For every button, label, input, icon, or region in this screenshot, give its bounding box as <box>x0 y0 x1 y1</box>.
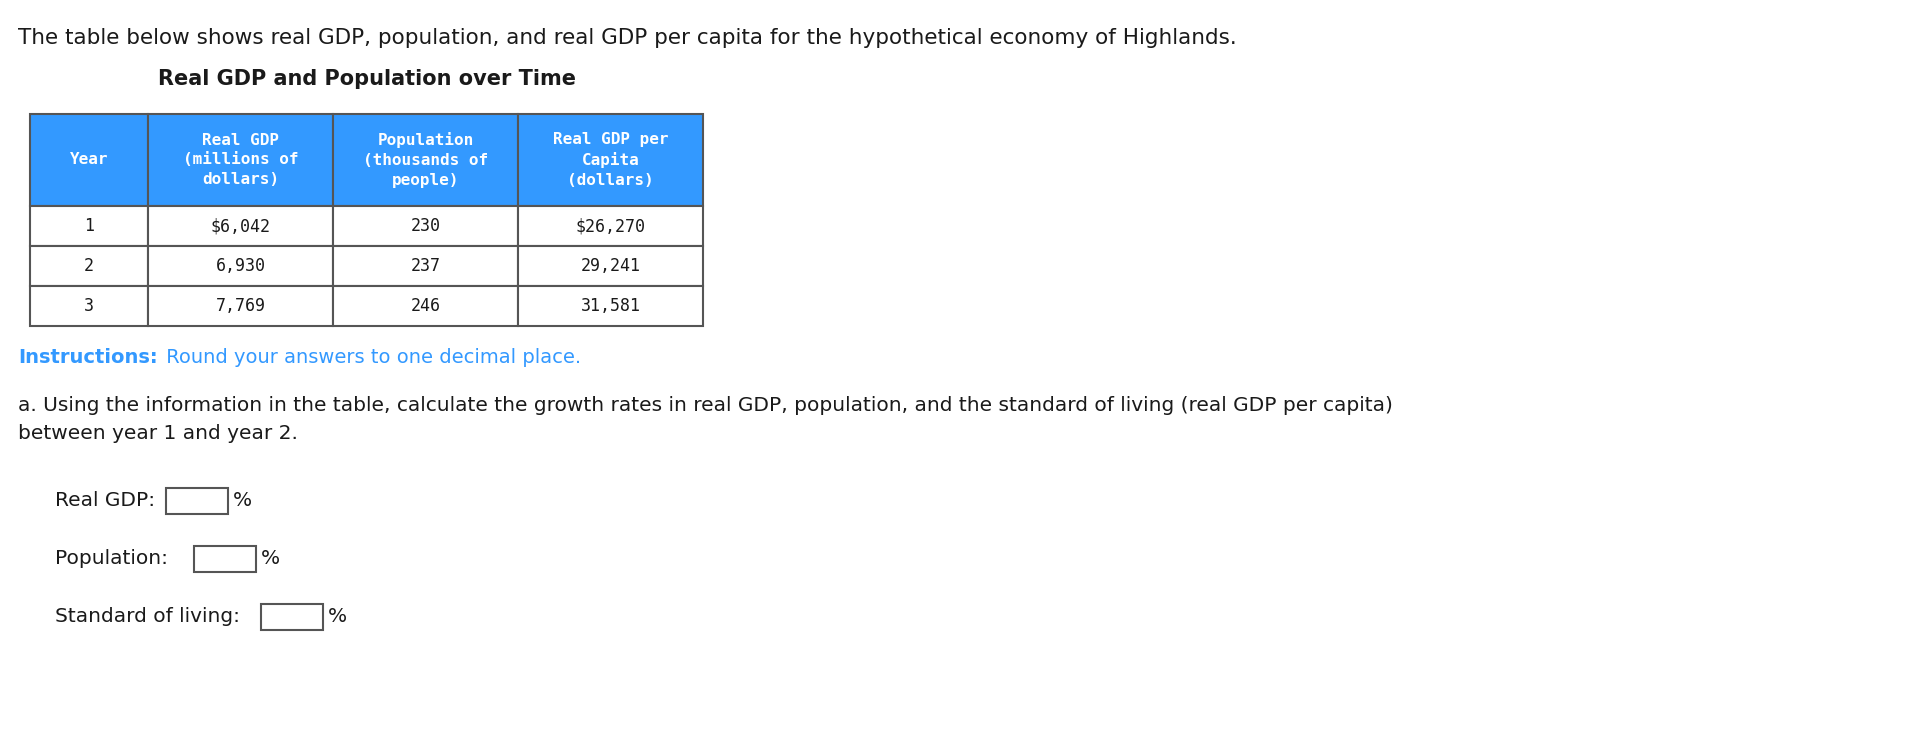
Text: Year: Year <box>69 152 108 167</box>
Text: %: % <box>328 608 348 627</box>
Bar <box>518 114 703 206</box>
Bar <box>518 286 703 326</box>
Text: between year 1 and year 2.: between year 1 and year 2. <box>17 424 298 443</box>
Text: 6,930: 6,930 <box>215 257 265 275</box>
Text: Population:: Population: <box>56 550 169 569</box>
Text: Real GDP and Population over Time: Real GDP and Population over Time <box>157 69 576 89</box>
Bar <box>148 114 332 206</box>
Text: 237: 237 <box>411 257 440 275</box>
Text: Round your answers to one decimal place.: Round your answers to one decimal place. <box>159 348 580 367</box>
Text: Standard of living:: Standard of living: <box>56 608 240 627</box>
Bar <box>148 206 332 246</box>
Text: 246: 246 <box>411 297 440 315</box>
Text: %: % <box>261 550 280 569</box>
Bar <box>332 246 518 286</box>
Text: Real GDP per
Capita
(dollars): Real GDP per Capita (dollars) <box>553 132 668 188</box>
Text: Instructions:: Instructions: <box>17 348 157 367</box>
Text: Population
(thousands of
people): Population (thousands of people) <box>363 132 488 188</box>
Bar <box>31 246 148 286</box>
Bar <box>148 286 332 326</box>
Text: 7,769: 7,769 <box>215 297 265 315</box>
Text: $26,270: $26,270 <box>576 217 645 235</box>
Bar <box>261 604 323 630</box>
Text: 31,581: 31,581 <box>580 297 641 315</box>
Text: 29,241: 29,241 <box>580 257 641 275</box>
Bar <box>332 206 518 246</box>
Text: 230: 230 <box>411 217 440 235</box>
Bar <box>31 206 148 246</box>
Text: 3: 3 <box>84 297 94 315</box>
Text: Real GDP:: Real GDP: <box>56 492 156 510</box>
Bar <box>518 206 703 246</box>
Text: 2: 2 <box>84 257 94 275</box>
Text: Real GDP
(millions of
dollars): Real GDP (millions of dollars) <box>182 133 298 187</box>
Text: $6,042: $6,042 <box>211 217 271 235</box>
Bar <box>31 114 148 206</box>
Text: %: % <box>232 492 252 510</box>
Bar <box>332 286 518 326</box>
Bar <box>194 546 255 572</box>
Text: The table below shows real GDP, population, and real GDP per capita for the hypo: The table below shows real GDP, populati… <box>17 28 1236 48</box>
Bar <box>165 488 228 514</box>
Bar <box>332 114 518 206</box>
Text: 1: 1 <box>84 217 94 235</box>
Bar <box>148 246 332 286</box>
Bar <box>518 246 703 286</box>
Text: a. Using the information in the table, calculate the growth rates in real GDP, p: a. Using the information in the table, c… <box>17 396 1392 415</box>
Bar <box>31 286 148 326</box>
